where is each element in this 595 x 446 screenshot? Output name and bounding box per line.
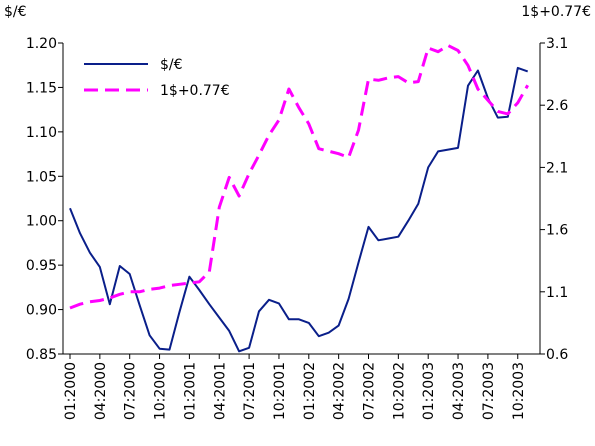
left-y-ticks: 0.85 0.90 0.95 1.00 1.05 1.10 1.15 1.20 (26, 36, 63, 363)
series-layer (69, 44, 530, 353)
x-tick-label: 04:2003 (451, 362, 467, 420)
x-tick-label: 01:2003 (421, 362, 437, 420)
right-y-tick-label: 3.1 (546, 36, 568, 52)
right-y-axis-title: 1$+0.77€ (521, 4, 591, 20)
x-tick-label: 07:2003 (481, 362, 497, 420)
x-tick-label: 07:2002 (362, 362, 378, 420)
series-line-usd-eur (69, 66, 529, 353)
left-y-tick-label: 1.20 (26, 36, 57, 52)
legend-label-basket: 1$+0.77€ (160, 83, 230, 99)
left-y-tick-label: 1.00 (26, 214, 57, 230)
x-tick-label: 07:2001 (242, 362, 258, 420)
right-y-tick-label: 2.1 (546, 160, 568, 176)
x-tick-label: 04:2002 (332, 362, 348, 420)
right-y-ticks: 0.6 1.1 1.6 2.1 2.6 3.1 (540, 36, 568, 363)
x-ticks: 01:2000 04:2000 07:2000 10:2000 01:2001 04:20… (63, 354, 527, 420)
plot-frame (62, 43, 541, 355)
left-y-tick-label: 1.10 (26, 125, 57, 141)
x-tick-label: 01:2002 (302, 362, 318, 420)
x-tick-label: 07:2000 (123, 362, 139, 420)
left-y-axis-title: $/€ (4, 4, 27, 20)
x-tick-label: 04:2000 (93, 362, 109, 420)
right-y-tick-label: 1.1 (546, 285, 568, 301)
right-y-tick-label: 0.6 (546, 347, 568, 363)
series-line-basket (69, 44, 530, 310)
legend: $/€ 1$+0.77€ (84, 57, 230, 99)
left-y-tick-label: 1.15 (26, 80, 57, 96)
right-y-tick-label: 2.6 (546, 98, 568, 114)
x-tick-label: 10:2003 (511, 362, 527, 420)
x-tick-label: 10:2001 (272, 362, 288, 420)
right-y-tick-label: 1.6 (546, 223, 568, 239)
left-y-tick-label: 0.90 (26, 303, 57, 319)
x-tick-label: 01:2000 (63, 362, 79, 420)
x-tick-label: 01:2001 (182, 362, 198, 420)
x-tick-label: 04:2001 (212, 362, 228, 420)
left-y-tick-label: 1.05 (26, 169, 57, 185)
x-tick-label: 10:2002 (391, 362, 407, 420)
left-y-tick-label: 0.85 (26, 347, 57, 363)
legend-label-usd-eur: $/€ (160, 57, 183, 73)
left-y-tick-label: 0.95 (26, 258, 57, 274)
x-tick-label: 10:2000 (153, 362, 169, 420)
